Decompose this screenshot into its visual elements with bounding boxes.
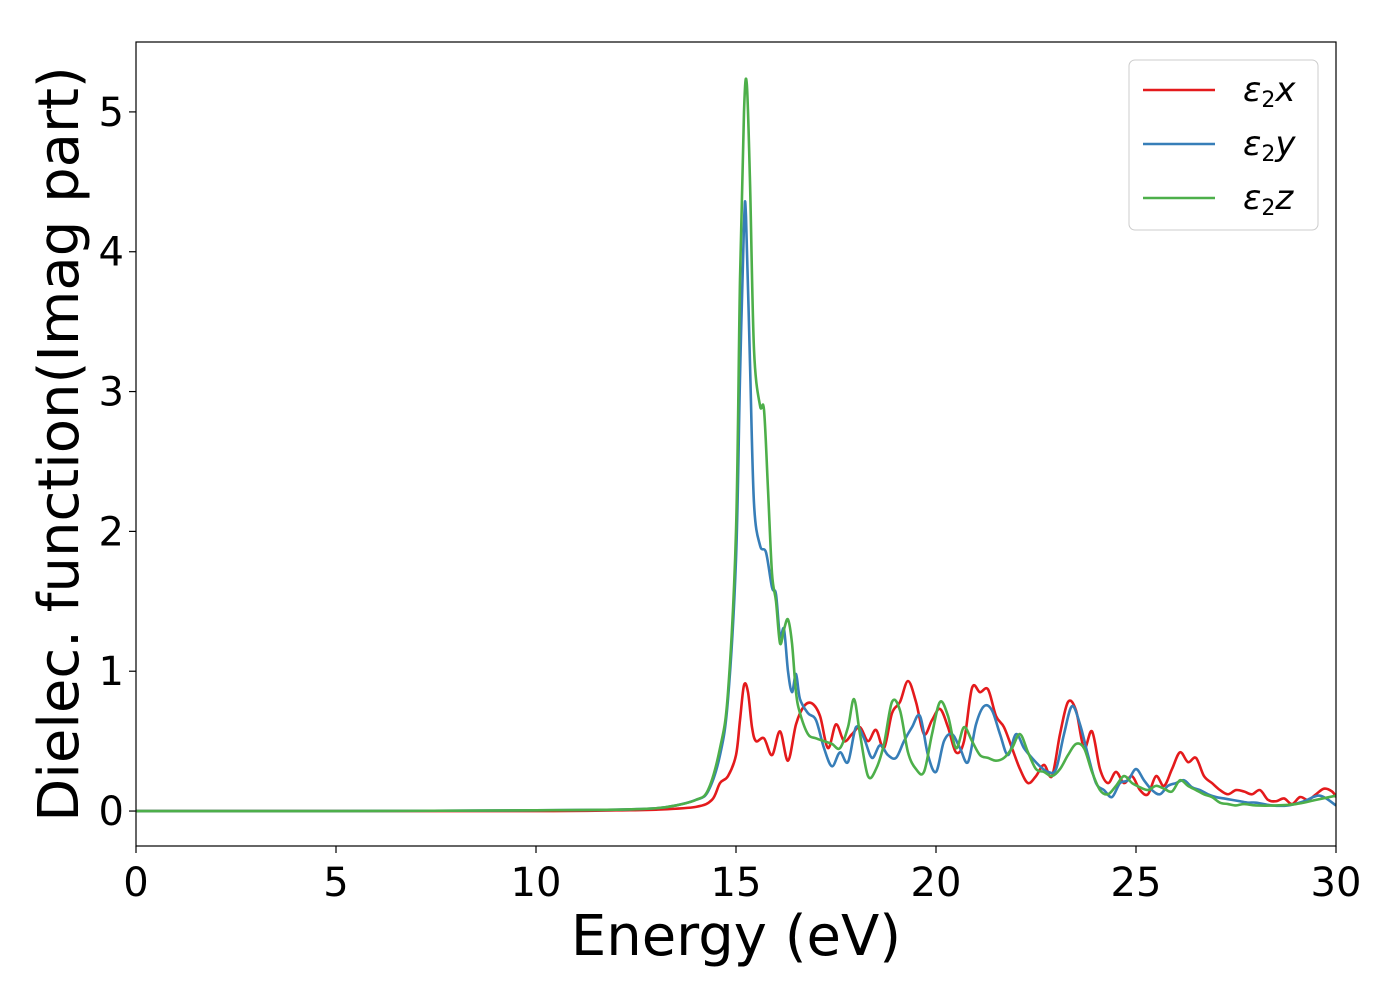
y-axis-label: Dielec. function(Imag part)	[27, 66, 92, 822]
legend-frame	[1128, 59, 1319, 231]
legend-label-z: ε2z	[1243, 178, 1294, 221]
y-tick-label: 3	[99, 370, 124, 416]
x-tick-label: 5	[323, 860, 348, 906]
x-tick-label: 30	[1311, 860, 1362, 906]
y-axis-ticks: 0 1 2 3 4 5	[99, 90, 136, 835]
y-tick-label: 4	[99, 230, 124, 276]
legend-label-x: ε2x	[1243, 70, 1296, 113]
y-tick-label: 2	[99, 509, 124, 555]
legend-label-y: ε2y	[1243, 124, 1296, 167]
series-line-x	[136, 679, 1336, 813]
x-tick-label: 20	[911, 860, 962, 906]
legend: ε2x ε2y ε2z	[1128, 59, 1319, 231]
y-tick-label: 1	[99, 649, 124, 695]
series-line-y	[136, 200, 1336, 813]
x-tick-label: 15	[711, 860, 762, 906]
x-tick-label: 25	[1111, 860, 1162, 906]
x-tick-label: 0	[123, 860, 148, 906]
plot-lines	[136, 77, 1336, 813]
x-axis-label: Energy (eV)	[571, 904, 901, 969]
series-line-z	[136, 77, 1336, 813]
y-tick-label: 5	[99, 90, 124, 136]
x-tick-label: 10	[511, 860, 562, 906]
x-axis-ticks: 0 5 10 15 20 25 30	[123, 846, 1361, 906]
y-tick-label: 0	[99, 789, 124, 835]
